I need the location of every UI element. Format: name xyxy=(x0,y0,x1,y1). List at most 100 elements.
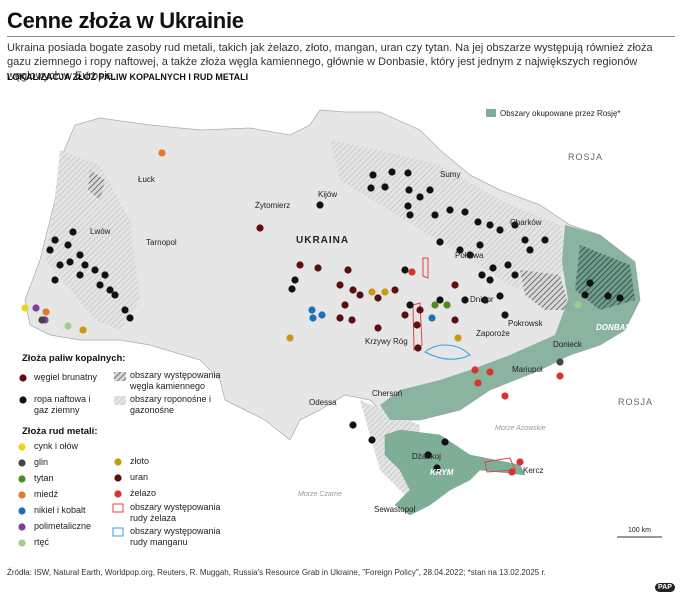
deposit-dot xyxy=(471,366,479,374)
deposit-dot xyxy=(369,171,377,179)
legend-label: żelazo xyxy=(130,488,157,498)
deposit-dot xyxy=(96,281,104,289)
deposit-dot xyxy=(496,226,504,234)
deposit-dot xyxy=(456,246,464,254)
iron-ore-area xyxy=(422,257,429,279)
deposit-dot xyxy=(574,301,582,309)
legend-swatch xyxy=(18,539,26,547)
legend-heading: Złoża paliw kopalnych: xyxy=(22,353,126,364)
region-label: DONBAS xyxy=(596,323,631,332)
legend-label: miedź xyxy=(34,489,59,499)
legend-swatch xyxy=(114,474,122,482)
legend-label: cynk i ołów xyxy=(34,441,79,451)
deposit-dot xyxy=(441,438,449,446)
crimea xyxy=(384,429,526,516)
deposit-dot xyxy=(414,344,422,352)
deposit-dot xyxy=(66,258,74,266)
deposit-dot xyxy=(516,458,524,466)
legend-label: rtęć xyxy=(34,537,50,547)
city-label: Łuck xyxy=(138,175,156,184)
deposit-dot xyxy=(288,285,296,293)
city-label: Żytomierz xyxy=(255,201,290,210)
deposit-dot xyxy=(286,334,294,342)
deposit-dot xyxy=(405,186,413,194)
deposit-dot xyxy=(454,334,462,342)
deposit-dot xyxy=(314,264,322,272)
legend-swatch xyxy=(19,396,27,404)
deposit-dot xyxy=(344,266,352,274)
deposit-dot xyxy=(496,292,504,300)
legend-label: uran xyxy=(130,472,149,482)
deposit-dot xyxy=(111,291,119,299)
deposit-dot xyxy=(404,202,412,210)
legend-label: obszary występowania rudy żelaza xyxy=(130,502,221,523)
logo: PAP xyxy=(655,583,675,592)
legend-label: obszary występowania węgla kamiennego xyxy=(130,370,221,391)
deposit-dot xyxy=(486,276,494,284)
iron-ore-area xyxy=(412,302,423,351)
deposit-dot xyxy=(38,316,46,324)
deposit-dot xyxy=(51,236,59,244)
legend-swatch xyxy=(18,459,26,467)
city-label: Sumy xyxy=(440,170,460,179)
scale-label: 100 km xyxy=(628,527,651,534)
deposit-dot xyxy=(461,208,469,216)
deposit-dot xyxy=(481,296,489,304)
city-label: Odessa xyxy=(309,398,337,407)
city-label: Dżankoj xyxy=(412,452,441,461)
deposit-dot xyxy=(413,321,421,329)
legend-label: glin xyxy=(34,457,49,467)
intro: Ukraina posiada bogate zasoby rud metali… xyxy=(7,42,653,82)
legend-swatch xyxy=(114,490,122,498)
legend-label: ropa naftowa i gaz ziemny xyxy=(34,394,91,415)
legend-label: polimetaliczne xyxy=(34,521,92,531)
deposit-dot xyxy=(356,291,364,299)
title: Cenne złoża w Ukrainie xyxy=(7,8,244,33)
legend-swatch xyxy=(114,396,126,405)
city-label: Chersoń xyxy=(372,389,402,398)
deposit-dot xyxy=(451,281,459,289)
deposit-dot xyxy=(126,314,134,322)
legend-label: złoto xyxy=(130,456,150,466)
legend-label: węgiel brunatny xyxy=(34,372,98,382)
deposit-dot xyxy=(526,246,534,254)
deposit-dot xyxy=(443,301,451,309)
legend-label: Obszary okupowane przez Rosję* xyxy=(500,109,621,118)
deposit-dot xyxy=(349,286,357,294)
deposit-dot xyxy=(121,306,129,314)
deposit-dot xyxy=(451,316,459,324)
deposit-dot xyxy=(368,288,376,296)
city-label: Zaporoże xyxy=(476,329,510,338)
deposit-dot xyxy=(56,261,64,269)
deposit-dot xyxy=(504,261,512,269)
deposit-dot xyxy=(309,314,317,322)
deposit-dot xyxy=(336,281,344,289)
deposit-dot xyxy=(508,468,516,476)
legend-heading: Złoża rud metali: xyxy=(22,426,98,437)
deposit-dot xyxy=(424,451,432,459)
legend-swatch xyxy=(112,527,124,537)
deposit-dot xyxy=(79,326,87,334)
deposit-dot xyxy=(42,308,50,316)
deposit-dot xyxy=(431,301,439,309)
deposit-dot xyxy=(81,261,89,269)
city-label: Pokrowsk xyxy=(508,319,544,328)
deposit-dot xyxy=(76,251,84,259)
deposit-dot xyxy=(404,169,412,177)
deposit-dot xyxy=(436,238,444,246)
deposit-dot xyxy=(388,168,396,176)
city-label: Charków xyxy=(510,218,542,227)
sea-label: Morze Azowskie xyxy=(495,425,546,432)
deposit-dot xyxy=(461,296,469,304)
deposit-dot xyxy=(476,241,484,249)
country-label: ROSJA xyxy=(568,152,603,162)
deposit-dot xyxy=(64,322,72,330)
deposit-dot xyxy=(32,304,40,312)
deposit-dot xyxy=(604,292,612,300)
deposit-dot xyxy=(91,266,99,274)
deposit-dot xyxy=(316,201,324,209)
coal-area xyxy=(520,270,570,310)
deposit-dot xyxy=(64,241,72,249)
